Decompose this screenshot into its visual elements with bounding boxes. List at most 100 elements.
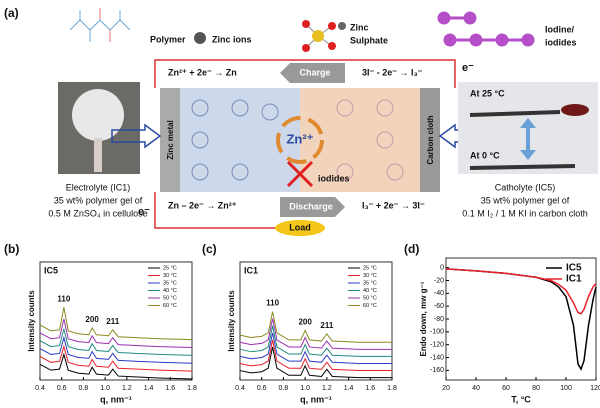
x-tick-label: 1.4 [144,385,154,392]
y-tick-label: -140 [430,354,444,361]
panel-label: (a) [4,6,19,20]
x-axis-label: q, nm⁻¹ [100,394,132,404]
arrow [111,123,162,149]
data-line [39,335,193,364]
data-line [239,339,392,372]
load-label: Load [289,222,311,232]
reaction: Zn – 2e⁻ → Zn²⁺ [168,200,237,210]
arrow-head [520,118,536,128]
panel-label: (d) [404,242,419,256]
clamp [469,164,576,170]
discharge-arrow [280,197,345,217]
data-line [39,307,193,341]
electrode-label: Carbon cloth [426,115,435,164]
x-tick-label: 1.6 [365,385,375,392]
peak-label: 211 [320,321,333,330]
legend-label: IC1 [566,274,582,285]
peak-label: 110 [57,294,70,303]
caption: 0.5 M ZnSO₄ in cellulose [48,208,147,218]
y-axis-label: Endo down, mw g⁻¹ [419,281,428,356]
legend-label: 30 °C [163,273,177,279]
y-tick-label: -120 [430,342,444,349]
x-tick-label: 0.6 [57,385,67,392]
x-axis-label: q, nm⁻¹ [300,394,332,404]
circuit [154,59,456,229]
legend-label: 50 °C [163,295,177,301]
legend-label: 60 °C [163,303,177,309]
plot-frame [39,261,193,381]
data-line [39,328,193,356]
reaction: Zn²⁺ + 2e⁻ → Zn [168,67,237,77]
x-tick-label: 0.4 [35,385,45,392]
zn-ion-label: Zn²⁺ [286,131,313,146]
x-tick-label: 1.2 [122,385,132,392]
legend-label: 40 °C [363,288,377,294]
legend-label: 35 °C [363,280,377,286]
data-line [239,318,392,350]
x-tick-label: 1.2 [322,385,332,392]
data-line [239,346,392,379]
iodine-icon [437,11,535,47]
caption: 35 wt% polymer gel of [481,195,570,205]
y-tick-label: -20 [434,277,444,284]
polymer-icon [69,8,131,42]
caption: Electrolyte (IC1) [66,182,131,192]
legend-label: Sulphate [350,35,388,45]
x-tick-label: 1.0 [300,385,310,392]
y-tick-label: -100 [430,329,444,336]
charge-label: Charge [299,67,330,77]
data-line [239,332,392,364]
data-line [39,344,193,372]
charge-arrow [280,63,345,83]
x-tick-label: 60 [502,385,510,392]
caption: 0.1 M I₂ / 1 M KI in carbon cloth [462,208,588,218]
x-tick-label: 20 [442,385,450,392]
y-tick-label: -80 [434,316,444,323]
data-line [445,268,597,315]
caption: Catholyte (IC5) [495,182,556,192]
catholyte-sample [561,104,589,116]
carbon-cloth [420,88,440,192]
legend-label: iodides [545,37,577,47]
data-line [239,325,392,357]
electrode-label: Zinc metal [166,120,175,160]
x-tick-label: 1.8 [187,385,197,392]
block-cross [286,160,314,188]
x-tick-label: 1.4 [344,385,354,392]
anode-region [180,88,300,192]
chart-title: IC1 [244,265,258,275]
x-tick-label: 0.6 [257,385,267,392]
data-line [39,352,193,380]
panel-label: (c) [202,242,217,256]
gel-stem [94,138,102,172]
peak-label: 200 [298,318,312,327]
x-tick-label: 100 [560,385,572,392]
x-axis-label: T, °C [511,394,531,404]
peak-label: 200 [85,315,99,324]
x-tick-label: 0.8 [79,385,89,392]
discharge-label: Discharge [289,201,333,211]
x-tick-label: 1.8 [387,385,397,392]
photo-label: At 25 °C [470,88,505,98]
sulphate-icon [302,20,346,52]
chart-title: IC5 [44,265,58,275]
legend-label: 30 °C [363,273,377,279]
y-tick-label: 0 [440,264,444,271]
reaction: I₃⁻ + 2e⁻ → 3I⁻ [362,200,425,210]
y-axis-label: Intensity counts [27,290,36,352]
electron-label: e⁻ [462,62,474,74]
zinc-metal [160,88,180,192]
zinc-ion-icon [194,32,206,44]
legend-label: 35 °C [163,280,177,286]
peak-label: 211 [106,317,119,326]
electron-label: e⁻ [138,206,150,218]
x-tick-label: 0.4 [235,385,245,392]
load [275,220,325,236]
x-tick-label: 1.6 [165,385,175,392]
data-line [39,318,193,349]
reaction: 3I⁻ - 2e⁻ → I₃⁻ [362,67,423,77]
iodides-label: iodides [318,173,350,183]
legend-label: 25 °C [363,265,377,271]
peak-label: 110 [266,299,279,308]
